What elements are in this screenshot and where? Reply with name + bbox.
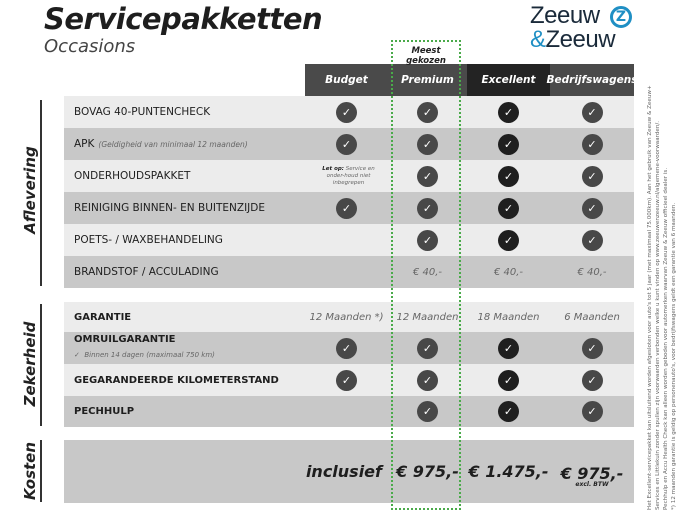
footnote: *) 12 maanden garantie is geldig op pers… — [671, 202, 677, 510]
warranty-value: 12 Maanden — [396, 311, 459, 323]
warranty-value: 18 Maanden — [477, 311, 540, 323]
row-omruilgarantie: OMRUILGARANTIE ✓ Binnen 14 dagen (maxima… — [64, 332, 634, 364]
price-budget: inclusief — [305, 462, 382, 481]
section-divider — [40, 100, 42, 286]
zeeuw-logo: Zeeuw Z &Zeeuw — [528, 2, 638, 54]
check-icon: ✓ — [336, 337, 357, 359]
section-divider — [40, 440, 42, 502]
check-icon: ✓ — [498, 197, 519, 219]
check-icon: ✓ — [417, 369, 438, 391]
logo-line2: Zeeuw — [545, 26, 616, 53]
row-poets: POETS- / WAXBEHANDELING ✓ ✓ ✓ — [64, 224, 634, 256]
logo-z-icon: Z — [610, 6, 632, 28]
column-header-budget: Budget — [305, 64, 388, 96]
warranty-value: 12 Maanden *) — [309, 311, 384, 323]
row-reiniging: REINIGING BINNEN- EN BUITENZIJDE ✓ ✓ ✓ ✓ — [64, 192, 634, 224]
row-brandstof: BRANDSTOF / ACCULADING € 40,- € 40,- € 4… — [64, 256, 634, 288]
check-icon: ✓ — [498, 165, 519, 187]
row-label: GARANTIE — [74, 311, 132, 323]
check-icon: ✓ — [581, 197, 603, 219]
footnote: Pechhulp en Accu Health Check kan alleen… — [663, 167, 669, 510]
row-label: PECHHULP — [74, 406, 135, 417]
row-label: ONDERHOUDSPAKKET — [74, 170, 191, 182]
price-premium: € 975,- — [396, 462, 459, 481]
row-bovag: BOVAG 40-PUNTENCHECK ✓ ✓ ✓ ✓ — [64, 96, 634, 128]
check-icon: ✓ — [417, 197, 438, 219]
row-label: APK — [74, 138, 95, 150]
logo-amp: & — [530, 26, 546, 53]
check-icon: ✓ — [417, 165, 438, 187]
footnote: Het Excellent-servicepakket kan uitsluit… — [647, 85, 653, 510]
row-kilometerstand: GEGARANDEERDE KILOMETERSTAND ✓ ✓ ✓ ✓ — [64, 364, 634, 396]
row-label: BOVAG 40-PUNTENCHECK — [74, 106, 211, 118]
check-icon: ✓ — [581, 401, 603, 422]
check-icon: ✓ — [498, 133, 519, 155]
row-sublabel: (Geldigheid van minimaal 12 maanden) — [98, 140, 248, 149]
logo-line1: Zeeuw — [530, 2, 600, 29]
footnotes: Het Excellent-servicepakket kan uitsluit… — [646, 85, 678, 510]
row-label: OMRUILGARANTIE — [74, 334, 176, 345]
section-zekerheid: Zekerheid — [21, 321, 39, 407]
row-label: BRANDSTOF / ACCULADING — [74, 266, 219, 278]
price-value: € 40,- — [412, 266, 443, 278]
warranty-value: 6 Maanden — [564, 311, 620, 323]
row-sublabel: Binnen 14 dagen (maximaal 750 km) — [84, 351, 215, 359]
row-label: REINIGING BINNEN- EN BUITENZIJDE — [74, 202, 265, 214]
check-icon: ✓ — [417, 337, 438, 359]
price-value: € 40,- — [493, 266, 524, 278]
check-icon: ✓ — [498, 401, 519, 422]
page-title: Servicepakketten — [44, 2, 323, 36]
row-pechhulp: PECHHULP ✓ ✓ ✓ — [64, 396, 634, 427]
most-chosen-label: Meest gekozen — [406, 46, 446, 66]
section-kosten: Kosten — [21, 441, 39, 501]
check-icon: ✓ — [498, 229, 519, 251]
column-header-bedrijfswagens: Bedrijfswagens — [547, 64, 638, 96]
check-icon: ✓ — [498, 337, 519, 359]
check-icon: ✓ — [417, 401, 438, 422]
check-icon: ✓ — [581, 229, 603, 251]
excl-btw-label: excl. BTW — [575, 480, 609, 488]
check-icon: ✓ — [336, 197, 357, 219]
check-icon: ✓ — [498, 101, 519, 123]
check-icon: ✓ — [336, 369, 357, 391]
check-icon: ✓ — [336, 101, 357, 123]
row-label: POETS- / WAXBEHANDELING — [74, 234, 223, 246]
column-header-premium: Premium — [388, 64, 467, 96]
check-icon: ✓ — [498, 369, 519, 391]
row-onderhoud: ONDERHOUDSPAKKET Let op: Service en onde… — [64, 160, 634, 192]
price-excellent: € 1.475,- — [468, 462, 549, 481]
check-icon: ✓ — [417, 229, 438, 251]
check-small-icon: ✓ — [74, 351, 80, 359]
check-icon: ✓ — [336, 133, 357, 155]
check-icon: ✓ — [581, 101, 603, 123]
row-garantie: GARANTIE 12 Maanden *) 12 Maanden 18 Maa… — [64, 302, 634, 332]
footnote: Services en Littlekuin zonder spullen zi… — [655, 120, 661, 510]
check-icon: ✓ — [581, 369, 603, 391]
row-apk: APK (Geldigheid van minimaal 12 maanden) … — [64, 128, 634, 160]
price-value: € 40,- — [577, 266, 607, 278]
check-icon: ✓ — [417, 101, 438, 123]
row-label: GEGARANDEERDE KILOMETERSTAND — [74, 374, 279, 386]
check-icon: ✓ — [581, 165, 603, 187]
note: Let op: Service en onder-houd niet inbeg… — [322, 165, 375, 186]
page-subtitle: Occasions — [44, 36, 136, 57]
column-header-excellent: Excellent — [467, 64, 550, 96]
section-divider — [40, 304, 42, 426]
row-kosten: inclusief € 975,- € 1.475,- € 975,- excl.… — [64, 440, 634, 503]
check-icon: ✓ — [417, 133, 438, 155]
check-icon: ✓ — [581, 337, 603, 359]
section-aflevering: Aflevering — [21, 146, 39, 234]
price-bedrijfswagens: € 975,- — [560, 463, 624, 483]
check-icon: ✓ — [581, 133, 603, 155]
